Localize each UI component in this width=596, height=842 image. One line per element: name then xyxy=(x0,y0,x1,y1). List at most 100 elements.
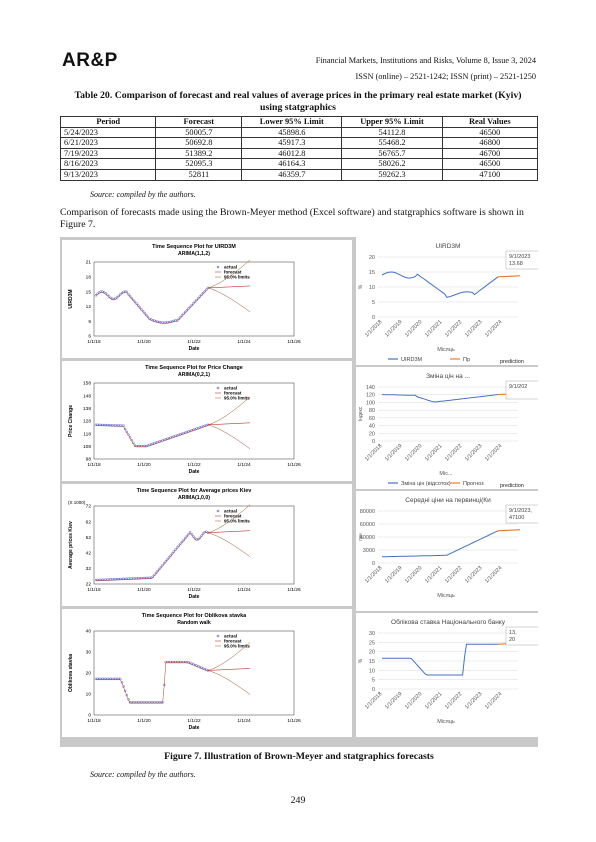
data-point xyxy=(94,578,98,582)
data-point xyxy=(169,660,172,664)
data-point xyxy=(106,423,109,427)
statgraphics-panel-average-prices: Time Sequence Plot for Average prices Ki… xyxy=(62,484,352,606)
y-tick-label: 158 xyxy=(83,381,91,387)
fitted-line xyxy=(95,288,209,324)
x-tick-label: 1/1/2020 xyxy=(404,319,423,338)
x-tick-label: 1/1/2023 xyxy=(464,565,483,584)
actual-series-line xyxy=(382,394,499,403)
x-tick-label: 1/1/2020 xyxy=(404,443,423,462)
data-point xyxy=(98,677,101,681)
table-cell: 51389.2 xyxy=(155,147,243,160)
chart-title: Time Sequence Plot for UIRD3M xyxy=(152,244,236,250)
data-point xyxy=(130,296,133,300)
data-point xyxy=(96,677,99,681)
table-cell: 46500 xyxy=(441,158,539,170)
x-tick-label: 1/1/18 xyxy=(87,462,101,468)
data-point xyxy=(148,576,151,580)
data-point xyxy=(154,701,158,704)
data-point xyxy=(179,660,182,664)
page-number: 249 xyxy=(290,795,306,806)
data-point xyxy=(99,677,103,681)
y-tick-label: 15 xyxy=(369,270,375,276)
y-axis-label: Oblikova stavka xyxy=(68,654,74,692)
upper-limit-line xyxy=(207,504,251,533)
y-tick-label: 52 xyxy=(86,535,92,541)
x-tick-label: 1/1/2024 xyxy=(484,565,503,584)
x-axis-label: Date xyxy=(189,725,200,731)
data-point xyxy=(125,577,129,581)
data-point xyxy=(115,424,119,427)
data-point xyxy=(167,320,171,324)
y-tick-label: 15 xyxy=(86,289,92,295)
column-header: Real Values xyxy=(441,116,539,128)
data-callout-box xyxy=(505,250,538,270)
legend-label: actual xyxy=(224,634,237,639)
y-tick-label: 108 xyxy=(83,444,91,450)
data-point xyxy=(107,677,111,681)
data-point xyxy=(187,533,190,536)
data-point xyxy=(119,424,122,427)
x-axis-label: Date xyxy=(189,594,200,600)
data-point xyxy=(182,431,185,435)
data-point xyxy=(203,424,207,428)
upper-limit-line xyxy=(207,642,251,671)
legend-label: actual xyxy=(224,509,237,514)
prediction-note: prediction xyxy=(500,359,524,365)
data-point xyxy=(174,319,177,322)
data-point xyxy=(109,578,112,581)
data-point xyxy=(114,578,117,581)
y-tick-label: 20 xyxy=(369,255,375,261)
x-tick-label: 1/1/26 xyxy=(287,587,301,593)
data-point xyxy=(172,319,176,323)
table-cell: 8/16/2023 xyxy=(59,158,157,170)
fitted-line xyxy=(96,662,209,704)
data-point xyxy=(154,571,158,575)
lower-limit-line xyxy=(207,287,251,313)
data-point xyxy=(180,660,184,664)
y-tick-label: 21 xyxy=(86,260,92,266)
statgraphics-chart-uird3m: Time Sequence Plot for UIRD3MARIMA(1,1,2… xyxy=(68,244,301,352)
table-cell: 54112.8 xyxy=(341,126,443,139)
data-point xyxy=(177,317,181,321)
x-tick-label: 1/1/2018 xyxy=(364,319,383,338)
data-point xyxy=(101,677,104,681)
data-point xyxy=(133,444,137,447)
data-point xyxy=(180,540,184,544)
data-point xyxy=(179,315,182,319)
x-tick-label: 1/1/20 xyxy=(137,339,151,345)
x-tick-label: 1/1/24 xyxy=(237,587,251,593)
data-point xyxy=(187,307,190,310)
legend-label: Пр xyxy=(463,357,470,363)
y-tick-label: 100 xyxy=(366,400,375,406)
data-point xyxy=(117,294,120,298)
table-cell: 46800 xyxy=(441,137,539,149)
data-point xyxy=(135,444,138,448)
comparison-table: Period Forecast Lower 95% Limit Upper 95… xyxy=(59,116,539,181)
table-cell: 45917.3 xyxy=(241,137,343,149)
legend-label: UIRD3M xyxy=(401,357,423,363)
prediction-note: prediction xyxy=(500,483,524,489)
legend-label: forecast xyxy=(224,391,242,396)
x-tick-label: 1/1/26 xyxy=(287,339,301,345)
data-point xyxy=(146,701,150,704)
data-point xyxy=(141,701,145,704)
y-tick-label: 72 xyxy=(86,504,92,510)
statgraphics-chart-price-change: Time Sequence Plot for Price ChangeARIMA… xyxy=(68,365,301,475)
x-tick-label: 1/1/2021 xyxy=(424,691,443,710)
data-point xyxy=(104,578,107,581)
data-callout-box xyxy=(505,380,538,400)
data-point xyxy=(162,438,166,442)
chart-subtitle: ARIMA(1,1,2) xyxy=(178,251,210,257)
excel-panel-average-prices: Середні ціни на первинці(Ки 80000 60000 400… xyxy=(356,491,538,611)
y-tick-label: 60 xyxy=(369,416,375,422)
data-point xyxy=(109,424,112,427)
data-callout-text: 13, xyxy=(509,630,517,636)
actual-series-line xyxy=(381,530,499,558)
statgraphics-panel-price-change: Time Sequence Plot for Price Change ARIMA… xyxy=(62,361,352,481)
data-point xyxy=(175,546,179,549)
chart-subtitle: ARIMA(0,2,1) xyxy=(178,372,210,378)
x-tick-label: 1/1/2023 xyxy=(464,319,483,338)
data-callout-text: 47100 xyxy=(509,515,524,521)
x-tick-label: 1/1/22 xyxy=(187,462,201,468)
